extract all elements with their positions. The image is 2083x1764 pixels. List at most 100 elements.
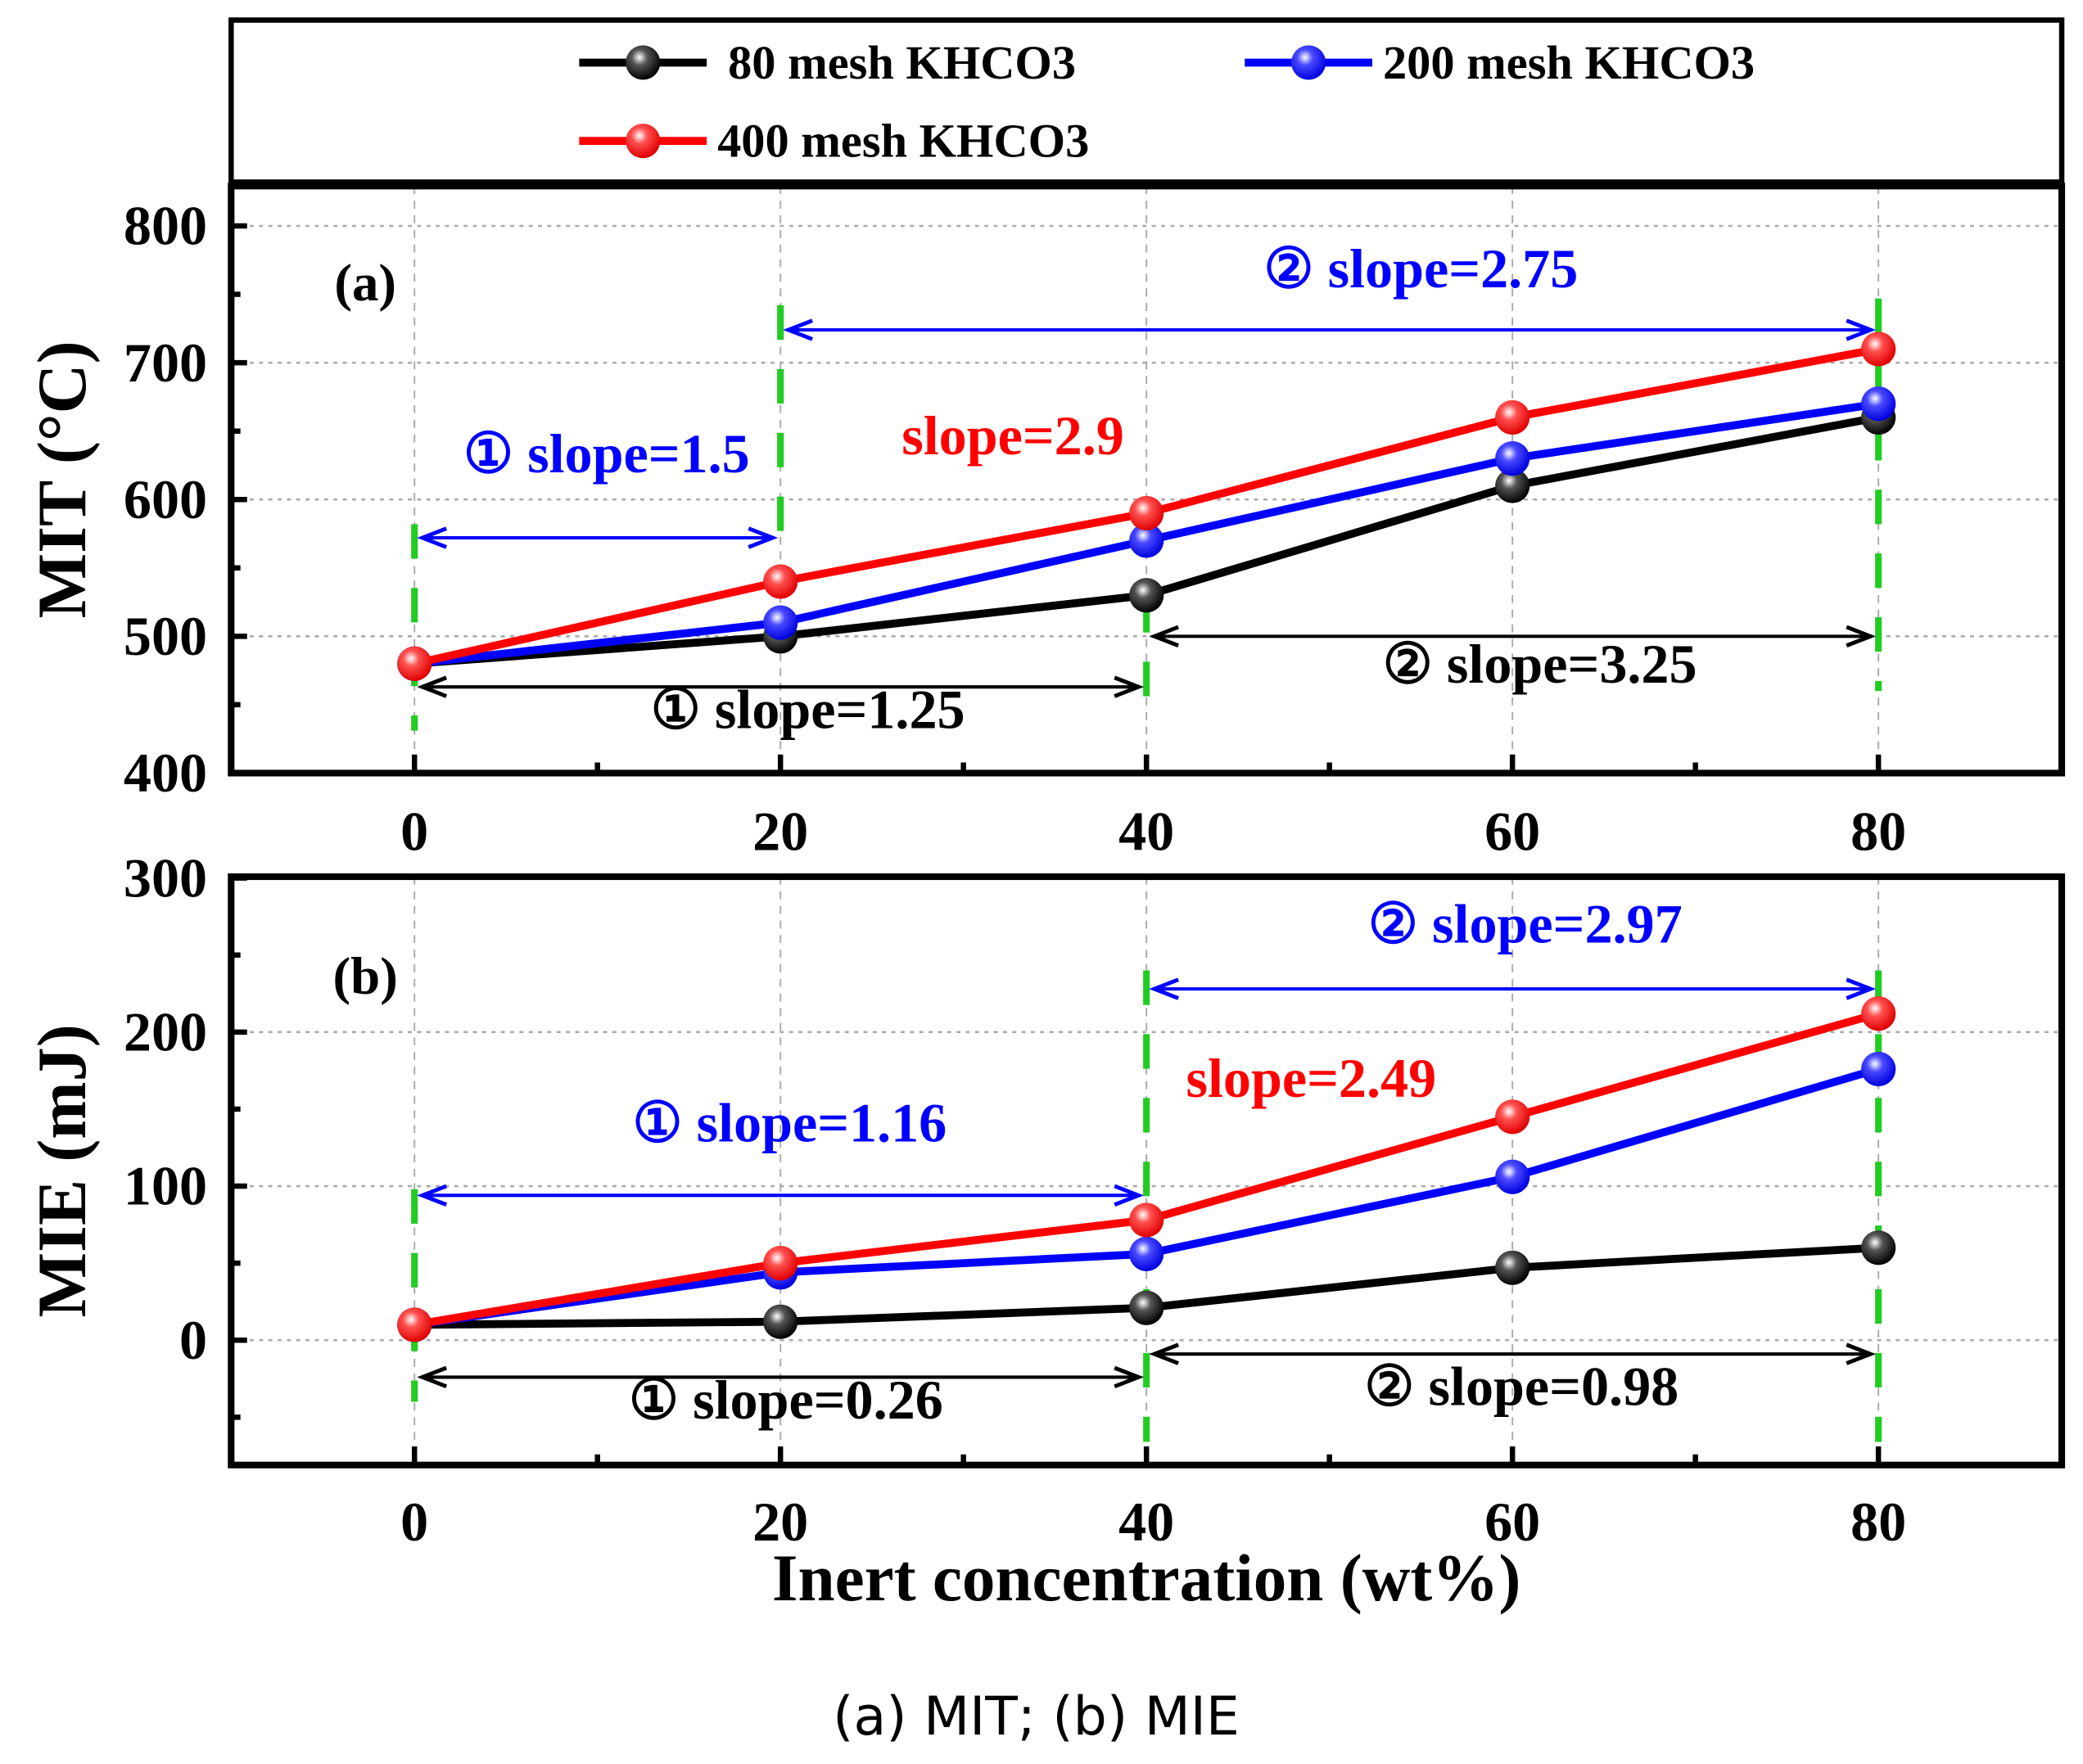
slope-annotation: ① slope=1.16 [417, 1091, 1145, 1207]
data-point [763, 1304, 798, 1339]
y-tick-label: 0 [179, 1309, 207, 1371]
data-point [1495, 1159, 1530, 1194]
data-point [1129, 495, 1164, 531]
y-tick-label: 600 [124, 468, 207, 530]
legend-item: 80 mesh KHCO3 [579, 36, 1076, 89]
data-point [1861, 1230, 1896, 1265]
x-tick-label: 80 [1850, 1491, 1906, 1553]
x-tick-label: 80 [1850, 801, 1906, 863]
slope-label: slope=2.9 [901, 404, 1124, 467]
legend-label: 400 mesh KHCO3 [717, 115, 1089, 168]
panel-mie: 0 20 40 60 80 0 100 200 300 MIE (mJ) (b) ① slope=1.… [25, 846, 2066, 1553]
x-tick-label: 20 [752, 1491, 808, 1553]
data-point [1129, 1202, 1164, 1238]
x-tick-label: 40 [1118, 801, 1174, 863]
legend: 80 mesh KHCO3 200 mesh KHCO3 400 mesh KHCO… [228, 17, 2065, 185]
legend-item: 200 mesh KHCO3 [1245, 36, 1755, 89]
data-point [1495, 399, 1530, 435]
x-tick-label: 20 [752, 801, 808, 863]
y-tick-label: 300 [124, 846, 207, 909]
arrow-head-right [1114, 1184, 1145, 1207]
slope-label: ② slope=0.98 [1364, 1355, 1679, 1417]
arrow-head-right [1846, 1342, 1877, 1365]
x-tick-label: 60 [1484, 1491, 1540, 1553]
slope-annotation: slope=2.9 [901, 404, 1124, 467]
data-point [1129, 578, 1164, 613]
legend-label: 200 mesh KHCO3 [1383, 36, 1755, 89]
series [397, 1230, 1896, 1342]
legend-marker [1291, 45, 1326, 80]
data-point [1495, 1099, 1530, 1135]
data-point [1861, 996, 1896, 1031]
data-point [1861, 1051, 1896, 1087]
y-tick-label: 800 [124, 195, 207, 257]
legend-box [228, 17, 2065, 185]
x-tick-label: 40 [1118, 1491, 1174, 1553]
arrow-head-left [1149, 977, 1179, 1000]
x-tick-label: 60 [1484, 801, 1540, 863]
data-point [1129, 1236, 1164, 1271]
x-tick-label: 0 [400, 801, 428, 863]
panel-label: (a) [334, 254, 396, 313]
slope-label: ① slope=1.5 [463, 422, 750, 485]
legend-marker [626, 124, 661, 159]
y-axis-label: MIT (°C) [25, 341, 101, 618]
slope-annotation: ② slope=2.75 [783, 237, 1877, 341]
slope-label: slope=2.49 [1186, 1047, 1436, 1109]
arrow-head-left [417, 1365, 448, 1389]
slope-label: ② slope=2.97 [1368, 893, 1683, 955]
data-point [1129, 1290, 1164, 1325]
arrow-head-left [417, 1184, 448, 1207]
y-tick-label: 700 [124, 332, 207, 394]
x-tick-label: 0 [400, 1491, 428, 1553]
series [397, 996, 1896, 1342]
y-tick-label: 500 [124, 605, 207, 667]
data-point [1861, 386, 1896, 422]
arrow-head-right [748, 526, 779, 549]
arrow-head-left [417, 675, 448, 698]
arrow-head-right [1114, 1365, 1145, 1389]
panel-label: (b) [333, 947, 398, 1006]
data-point [763, 605, 798, 640]
slope-annotation: slope=2.49 [1186, 1047, 1436, 1109]
legend-item: 400 mesh KHCO3 [579, 115, 1089, 168]
arrow-head-left [1149, 625, 1179, 647]
data-point [1495, 1250, 1530, 1285]
figure-caption: (a) MIT; (b) MIE [833, 1686, 1240, 1748]
data-point [397, 1307, 432, 1342]
slope-label: ① slope=0.26 [629, 1369, 943, 1431]
data-point [763, 564, 798, 599]
slope-label: ① slope=1.25 [651, 678, 965, 740]
slope-annotation: ② slope=3.25 [1149, 625, 1877, 695]
data-point [1495, 468, 1530, 503]
series [397, 386, 1896, 681]
data-point [1129, 523, 1164, 558]
data-point [1861, 332, 1896, 367]
slope-annotation: ① slope=0.26 [417, 1365, 1145, 1431]
arrow-head-right [1846, 625, 1877, 647]
x-axis-label: Inert concentration (wt%) [772, 1541, 1521, 1615]
arrow-head-left [417, 526, 448, 549]
slope-annotation: ① slope=1.5 [417, 422, 779, 549]
arrow-head-left [783, 318, 814, 341]
slope-annotation: ① slope=1.25 [417, 675, 1145, 740]
legend-label: 80 mesh KHCO3 [728, 36, 1076, 89]
panel-mit: 0 20 40 60 80 400 500 600 700 800 MIT (°C) (a) ① slo… [25, 183, 2066, 863]
y-axis-label: MIE (mJ) [25, 1024, 101, 1317]
slope-label: ① slope=1.16 [632, 1091, 947, 1153]
data-point [397, 646, 432, 681]
y-tick-label: 200 [124, 1001, 207, 1063]
arrow-head-right [1846, 977, 1877, 1000]
data-point [763, 1246, 798, 1281]
legend-marker [626, 45, 661, 80]
y-tick-label: 400 [124, 742, 207, 804]
y-tick-label: 100 [124, 1155, 207, 1217]
arrow-head-left [1149, 1342, 1179, 1365]
arrow-head-right [1114, 675, 1145, 698]
slope-annotation: ② slope=2.97 [1149, 893, 1877, 1000]
series [397, 332, 1896, 681]
slope-label: ② slope=2.75 [1264, 237, 1579, 300]
data-point [1495, 441, 1530, 476]
